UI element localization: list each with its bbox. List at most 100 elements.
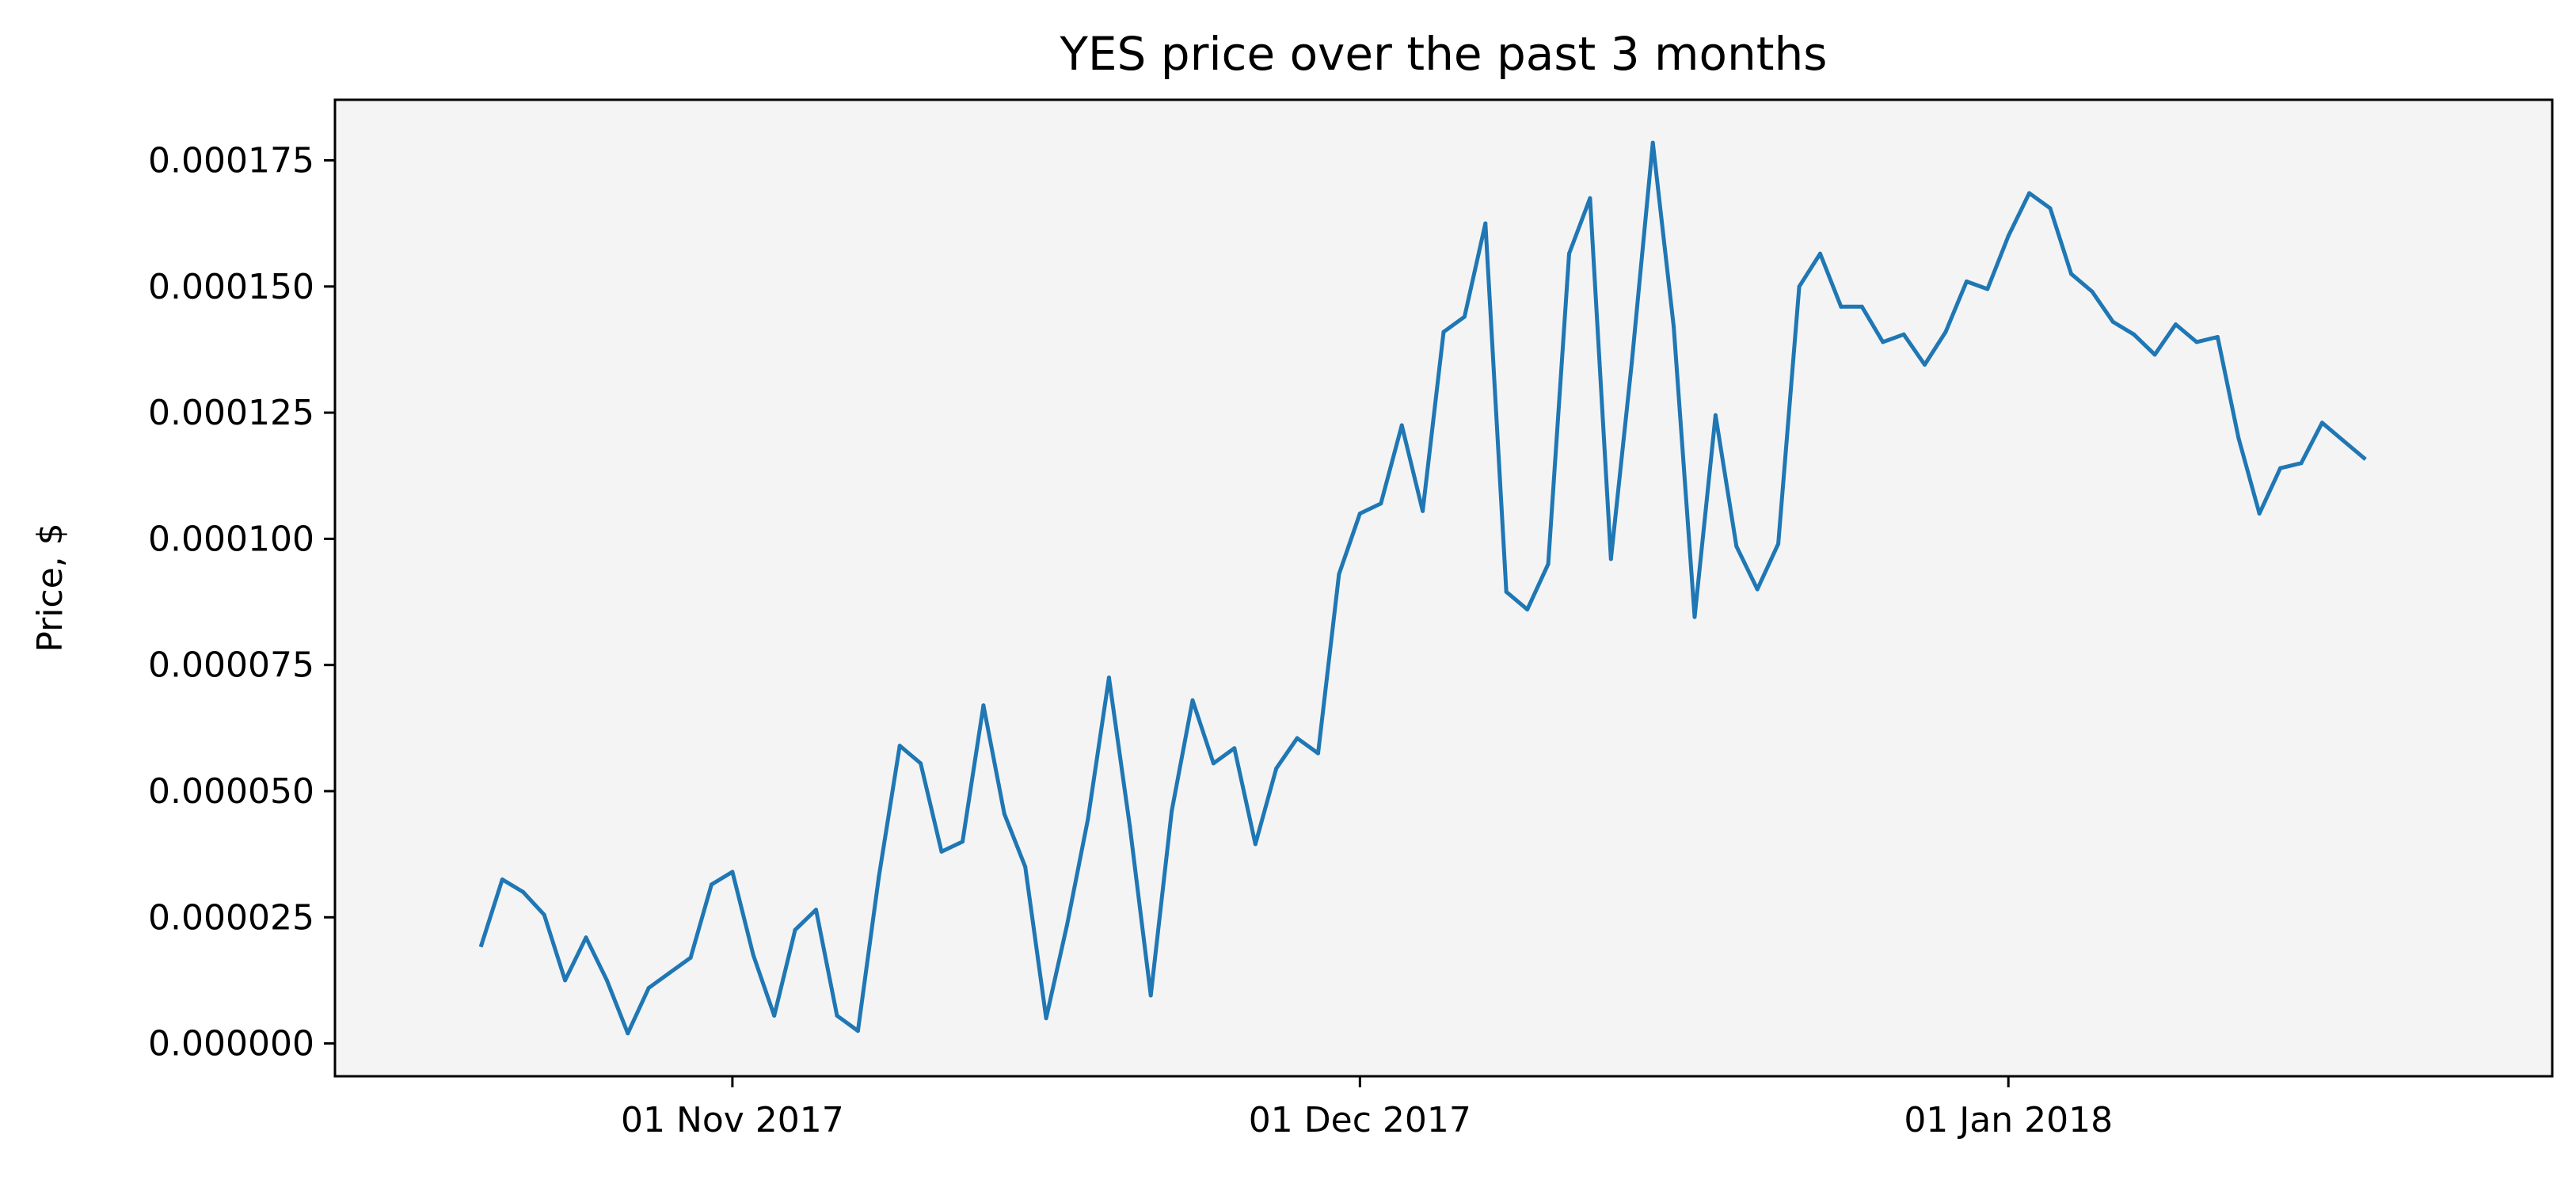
data-point [855, 1029, 860, 1033]
data-point [1525, 607, 1530, 612]
data-point [897, 744, 902, 748]
data-point [563, 978, 568, 983]
data-point [521, 889, 526, 894]
y-tick-label: 0.000050 [148, 771, 314, 812]
data-point [626, 1031, 630, 1036]
y-tick-label: 0.000175 [148, 140, 314, 181]
data-point [1232, 746, 1237, 751]
data-point [1588, 196, 1592, 200]
data-point [1692, 615, 1697, 619]
y-tick-label: 0.000000 [148, 1024, 314, 1064]
y-axis-label: Price, $ [30, 523, 70, 652]
data-point [500, 877, 504, 881]
data-point [2027, 191, 2032, 196]
data-point [877, 874, 881, 879]
data-point [1901, 332, 1906, 337]
data-point [1818, 251, 1822, 256]
data-point [1295, 736, 1299, 740]
data-point [772, 1014, 777, 1018]
data-point [2278, 466, 2283, 470]
data-point [2319, 421, 2324, 425]
data-point [646, 986, 651, 990]
data-point [542, 912, 546, 917]
data-point [1065, 923, 1069, 927]
data-point [1608, 557, 1613, 561]
data-point [2236, 436, 2241, 440]
data-point [1755, 587, 1760, 592]
y-axis: 0.000000 0.000025 0.000050 0.000075 0.000100… [148, 140, 335, 1064]
data-point [2194, 340, 2199, 344]
data-point [1421, 508, 1425, 513]
data-point [1734, 544, 1739, 549]
data-point [2257, 512, 2262, 516]
data-point [1797, 284, 1802, 289]
data-point [1211, 761, 1216, 766]
plot-area [335, 100, 2552, 1076]
data-point [584, 935, 588, 940]
data-point [835, 1014, 839, 1018]
data-point [2006, 234, 2011, 238]
data-point [730, 870, 735, 874]
data-point [2174, 322, 2178, 327]
data-point [1274, 766, 1279, 771]
data-point [1044, 1016, 1048, 1021]
series-layer [478, 140, 2367, 1036]
y-tick-label: 0.000125 [148, 393, 314, 433]
data-point [1379, 501, 1383, 506]
data-point [710, 882, 713, 887]
data-point [1128, 824, 1132, 829]
x-tick-label: 01 Dec 2017 [1249, 1100, 1471, 1140]
data-point [1567, 251, 1571, 256]
y-tick-label: 0.000075 [148, 645, 314, 686]
data-point [2299, 461, 2304, 466]
data-point [2132, 332, 2137, 337]
data-point [1483, 221, 1488, 226]
x-axis: 01 Nov 2017 01 Dec 2017 01 Jan 2018 [621, 1076, 2113, 1140]
data-point [1148, 993, 1153, 998]
data-point [1316, 751, 1320, 756]
data-point [814, 908, 818, 912]
data-point [1964, 279, 1969, 284]
data-point [981, 703, 986, 708]
data-point [668, 970, 672, 975]
data-point [1504, 589, 1509, 594]
data-point [1881, 340, 1885, 344]
data-point [2069, 272, 2073, 276]
data-point [1106, 676, 1111, 680]
data-point [1630, 360, 1634, 364]
data-point [1776, 542, 1781, 546]
data-point [1985, 287, 1990, 291]
plot-frame [333, 98, 2554, 1078]
data-point [1357, 512, 1362, 516]
data-point [1399, 423, 1404, 428]
data-point [1002, 812, 1006, 816]
chart-title: YES price over the past 3 months [1059, 27, 1827, 81]
data-point [1546, 561, 1551, 566]
data-point [939, 849, 944, 854]
data-point [604, 978, 609, 983]
data-point [751, 953, 755, 957]
data-point [919, 761, 923, 766]
x-tick-label: 01 Jan 2018 [1904, 1100, 2113, 1140]
data-point [2361, 455, 2366, 460]
data-point [961, 839, 965, 844]
data-point [1943, 329, 1948, 334]
y-tick-label: 0.000025 [148, 897, 314, 938]
data-point [1337, 572, 1341, 577]
data-point [1190, 698, 1195, 702]
data-point [1462, 314, 1467, 319]
x-tick-label: 01 Nov 2017 [621, 1100, 844, 1140]
data-point [1170, 809, 1174, 813]
data-point [479, 942, 484, 947]
data-point [2110, 319, 2115, 324]
data-point [1023, 865, 1028, 870]
data-point [2215, 335, 2220, 339]
data-point [1672, 325, 1676, 329]
y-tick-label: 0.000150 [148, 267, 314, 307]
data-point [1859, 304, 1864, 309]
data-point [793, 927, 797, 932]
data-point [1086, 816, 1090, 821]
data-point [2090, 289, 2095, 294]
data-point [1839, 304, 1844, 309]
